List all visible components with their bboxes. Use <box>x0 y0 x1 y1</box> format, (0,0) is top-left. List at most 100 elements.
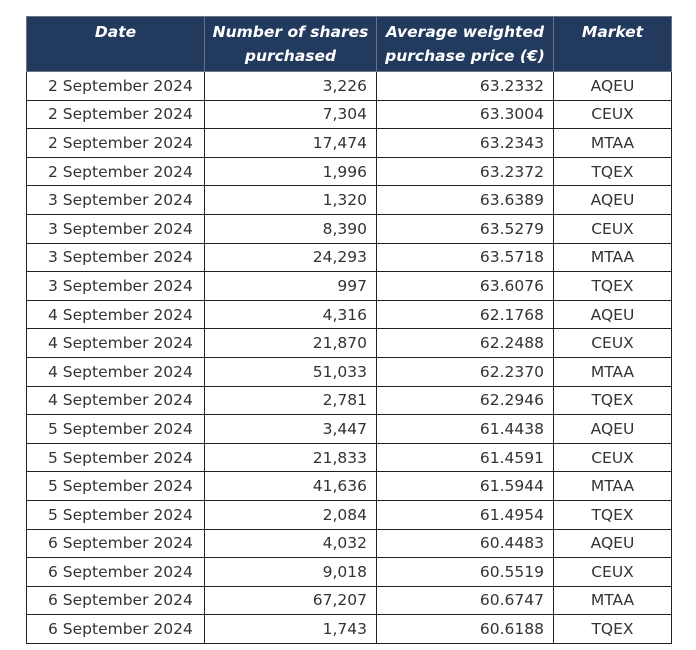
table-row: 3 September 2024 997 63.6076 TQEX <box>26 271 672 301</box>
cell-market: CEUX <box>553 557 672 587</box>
table-row: 2 September 2024 1,996 63.2372 TQEX <box>26 156 672 187</box>
cell-price: 62.2946 <box>376 385 554 416</box>
cell-market: CEUX <box>553 213 672 244</box>
cell-date: 3 September 2024 <box>26 242 205 273</box>
cell-shares: 8,390 <box>204 213 377 244</box>
cell-price: 60.6188 <box>376 614 554 644</box>
cell-date: 2 September 2024 <box>26 156 205 187</box>
table-row: 5 September 2024 2,084 61.4954 TQEX <box>26 499 672 530</box>
cell-shares: 51,033 <box>204 356 377 387</box>
cell-shares: 997 <box>204 271 377 301</box>
cell-date: 5 September 2024 <box>26 471 205 501</box>
cell-market: MTAA <box>553 128 672 158</box>
cell-shares: 4,032 <box>204 528 377 559</box>
cell-price: 62.2488 <box>376 328 554 358</box>
cell-shares: 17,474 <box>204 128 377 158</box>
cell-market: AQEU <box>553 299 672 330</box>
header-market: Market <box>553 16 672 72</box>
table-row: 2 September 2024 7,304 63.3004 CEUX <box>26 99 672 130</box>
table-row: 2 September 2024 3,226 63.2332 AQEU <box>26 71 672 101</box>
cell-price: 60.6747 <box>376 585 554 616</box>
cell-price: 63.3004 <box>376 99 554 130</box>
cell-market: MTAA <box>553 471 672 501</box>
table-row: 4 September 2024 51,033 62.2370 MTAA <box>26 356 672 387</box>
table-row: 2 September 2024 17,474 63.2343 MTAA <box>26 128 672 158</box>
table-row: 6 September 2024 1,743 60.6188 TQEX <box>26 614 672 644</box>
cell-market: CEUX <box>553 442 672 473</box>
cell-date: 2 September 2024 <box>26 99 205 130</box>
cell-price: 63.5279 <box>376 213 554 244</box>
cell-market: AQEU <box>553 185 672 215</box>
table-row: 4 September 2024 21,870 62.2488 CEUX <box>26 328 672 358</box>
cell-price: 61.4591 <box>376 442 554 473</box>
cell-date: 4 September 2024 <box>26 328 205 358</box>
cell-shares: 21,870 <box>204 328 377 358</box>
cell-market: MTAA <box>553 585 672 616</box>
cell-shares: 1,996 <box>204 156 377 187</box>
share-purchase-table: Date Number of shares purchased Average … <box>26 16 672 644</box>
cell-market: CEUX <box>553 328 672 358</box>
header-average-price: Average weighted purchase price (€) <box>376 16 554 72</box>
cell-market: TQEX <box>553 614 672 644</box>
cell-price: 61.4954 <box>376 499 554 530</box>
cell-market: AQEU <box>553 414 672 444</box>
cell-shares: 21,833 <box>204 442 377 473</box>
header-number-of-shares: Number of shares purchased <box>204 16 377 72</box>
cell-price: 60.4483 <box>376 528 554 559</box>
cell-shares: 1,320 <box>204 185 377 215</box>
cell-market: AQEU <box>553 71 672 101</box>
cell-market: TQEX <box>553 385 672 416</box>
cell-date: 2 September 2024 <box>26 71 205 101</box>
cell-price: 61.5944 <box>376 471 554 501</box>
cell-market: TQEX <box>553 271 672 301</box>
cell-shares: 67,207 <box>204 585 377 616</box>
cell-price: 63.6389 <box>376 185 554 215</box>
table-row: 3 September 2024 8,390 63.5279 CEUX <box>26 213 672 244</box>
cell-market: MTAA <box>553 356 672 387</box>
cell-date: 3 September 2024 <box>26 213 205 244</box>
cell-date: 4 September 2024 <box>26 385 205 416</box>
cell-shares: 2,084 <box>204 499 377 530</box>
table-row: 3 September 2024 24,293 63.5718 MTAA <box>26 242 672 273</box>
cell-price: 63.6076 <box>376 271 554 301</box>
cell-date: 4 September 2024 <box>26 356 205 387</box>
cell-price: 63.2372 <box>376 156 554 187</box>
cell-shares: 3,447 <box>204 414 377 444</box>
cell-shares: 2,781 <box>204 385 377 416</box>
cell-shares: 24,293 <box>204 242 377 273</box>
cell-shares: 41,636 <box>204 471 377 501</box>
cell-market: TQEX <box>553 156 672 187</box>
cell-market: MTAA <box>553 242 672 273</box>
cell-price: 62.2370 <box>376 356 554 387</box>
cell-date: 4 September 2024 <box>26 299 205 330</box>
cell-shares: 3,226 <box>204 71 377 101</box>
cell-date: 5 September 2024 <box>26 442 205 473</box>
cell-market: AQEU <box>553 528 672 559</box>
table-row: 4 September 2024 2,781 62.2946 TQEX <box>26 385 672 416</box>
cell-date: 5 September 2024 <box>26 499 205 530</box>
cell-date: 6 September 2024 <box>26 557 205 587</box>
table-row: 6 September 2024 67,207 60.6747 MTAA <box>26 585 672 616</box>
cell-price: 62.1768 <box>376 299 554 330</box>
table-row: 5 September 2024 21,833 61.4591 CEUX <box>26 442 672 473</box>
cell-shares: 7,304 <box>204 99 377 130</box>
cell-price: 63.2343 <box>376 128 554 158</box>
table-header-row: Date Number of shares purchased Average … <box>26 16 672 72</box>
cell-date: 5 September 2024 <box>26 414 205 444</box>
cell-shares: 1,743 <box>204 614 377 644</box>
cell-date: 6 September 2024 <box>26 614 205 644</box>
cell-date: 6 September 2024 <box>26 585 205 616</box>
cell-date: 6 September 2024 <box>26 528 205 559</box>
table-row: 3 September 2024 1,320 63.6389 AQEU <box>26 185 672 215</box>
cell-date: 3 September 2024 <box>26 185 205 215</box>
table-row: 6 September 2024 9,018 60.5519 CEUX <box>26 557 672 587</box>
table-row: 4 September 2024 4,316 62.1768 AQEU <box>26 299 672 330</box>
cell-date: 2 September 2024 <box>26 128 205 158</box>
cell-shares: 4,316 <box>204 299 377 330</box>
table-row: 6 September 2024 4,032 60.4483 AQEU <box>26 528 672 559</box>
cell-price: 60.5519 <box>376 557 554 587</box>
cell-market: CEUX <box>553 99 672 130</box>
table-row: 5 September 2024 3,447 61.4438 AQEU <box>26 414 672 444</box>
header-date: Date <box>26 16 205 72</box>
cell-market: TQEX <box>553 499 672 530</box>
